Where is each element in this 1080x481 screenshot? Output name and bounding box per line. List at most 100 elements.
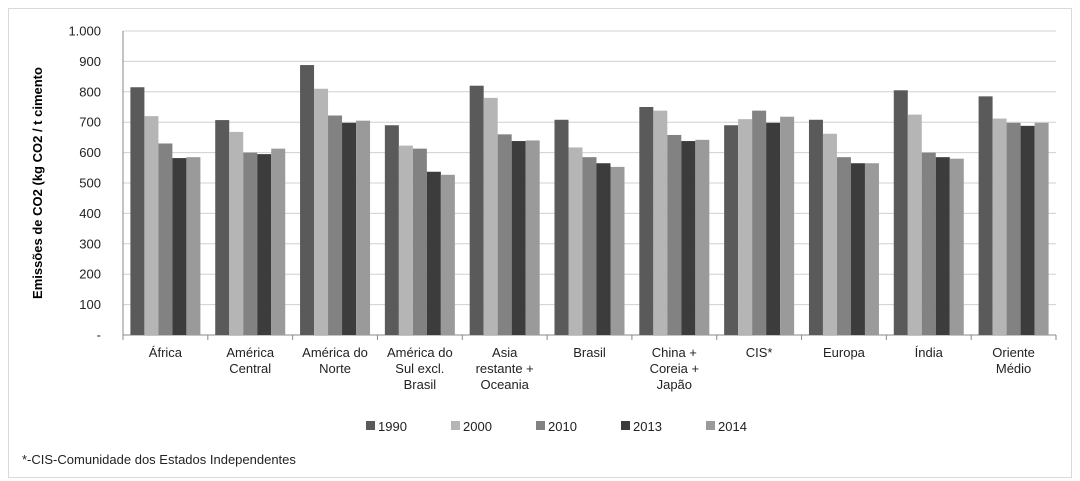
bar-1990 [384,125,399,336]
x-tick-label: Japão [657,377,692,392]
bar-2010 [921,152,936,335]
x-tick-label: Índia [915,345,944,360]
y-tick-label: 900 [79,54,101,69]
bar-2014 [695,139,710,335]
bar-2014 [356,120,371,336]
x-tick-label: Asia [492,345,518,360]
legend-label: 2000 [463,419,492,434]
bar-2000 [992,118,1007,335]
bar-1990 [893,90,908,335]
y-tick-label: 700 [79,115,101,130]
x-tick-label: Oceania [480,377,529,392]
bar-2000 [483,97,498,335]
x-tick-label: Médio [996,361,1031,376]
bar-2013 [850,163,865,335]
y-tick-label: 200 [79,267,101,282]
bar-2000 [822,133,837,335]
bar-2013 [1020,125,1035,336]
bar-2014 [525,140,540,335]
x-tick-label: Brasil [573,345,606,360]
bar-2010 [497,134,512,335]
bar-2014 [780,116,795,335]
legend-swatch [621,421,630,430]
bar-2014 [271,148,286,335]
bar-2014 [949,158,964,335]
bar-2013 [257,154,272,335]
legend-swatch [451,421,460,430]
x-tick-label: Sul excl. [395,361,444,376]
legend-label: 2010 [548,419,577,434]
x-tick-label: Oriente [992,345,1035,360]
bar-1990 [639,107,654,335]
bar-2013 [342,122,357,335]
x-tick-label: África [149,345,183,360]
bar-2000 [229,131,244,335]
bar-2010 [1006,122,1021,335]
bar-2014 [864,163,879,335]
bar-1990 [215,120,230,336]
x-tick-label: CIS* [746,345,773,360]
bar-2010 [243,152,258,335]
bar-2000 [907,114,922,335]
x-tick-label: China + [652,345,697,360]
legend-label: 2014 [718,419,747,434]
y-tick-label: 1.000 [68,24,101,39]
bar-2013 [681,141,696,335]
y-tick-label: - [97,328,101,343]
x-tick-label: América do [302,345,368,360]
bar-chart: - 100 200 300 400 500 600 700 800 900 1.000 Emissõe… [30,24,1057,434]
y-tick-label: 100 [79,297,101,312]
y-tick-label: 600 [79,145,101,160]
bar-2010 [836,157,851,335]
legend-label: 2013 [633,419,662,434]
y-axis-title: Emissões de CO2 (kg CO2 / t cimento [30,67,45,299]
x-tick-label: América do [387,345,453,360]
x-tick-label: Norte [319,361,351,376]
bar-2000 [738,119,753,335]
bar-2010 [158,143,173,335]
legend-swatch [366,421,375,430]
bar-2014 [1034,122,1049,335]
legend-label: 1990 [378,419,407,434]
bar-1990 [130,87,145,336]
x-tick-label: Central [229,361,271,376]
bar-2010 [412,148,427,335]
bar-1990 [724,125,739,336]
bar-2013 [426,171,441,335]
bar-2010 [752,110,767,335]
bar-2013 [172,158,187,335]
bar-2013 [511,141,526,335]
bar-2014 [440,174,455,335]
bar-2013 [596,163,611,335]
bar-2014 [610,166,625,335]
bar-2013 [935,157,950,335]
bar-2013 [766,122,781,335]
bar-2000 [568,147,583,335]
legend-swatch [706,421,715,430]
bar-1990 [300,65,315,335]
y-tick-label: 300 [79,236,101,251]
bar-2010 [667,134,682,335]
bar-1990 [469,85,484,335]
y-tick-label: 800 [79,84,101,99]
bar-2000 [314,88,329,335]
x-tick-label: Brasil [404,377,437,392]
chart-frame: - 100 200 300 400 500 600 700 800 900 1.000 Emissõe… [8,8,1072,478]
bar-2010 [328,115,343,336]
bar-2000 [144,116,159,336]
x-tick-label: Europa [823,345,866,360]
y-tick-label: 500 [79,176,101,191]
bar-1990 [808,119,823,335]
bar-2000 [653,110,668,335]
y-tick-label: 400 [79,206,101,221]
bar-1990 [554,119,569,335]
bar-2000 [398,145,413,335]
x-tick-label: restante + [476,361,534,376]
legend-swatch [536,421,545,430]
bar-2014 [186,157,201,335]
x-tick-label: Coreia + [650,361,700,376]
bar-1990 [978,96,993,335]
bar-2010 [582,157,597,335]
x-tick-label: América [226,345,274,360]
